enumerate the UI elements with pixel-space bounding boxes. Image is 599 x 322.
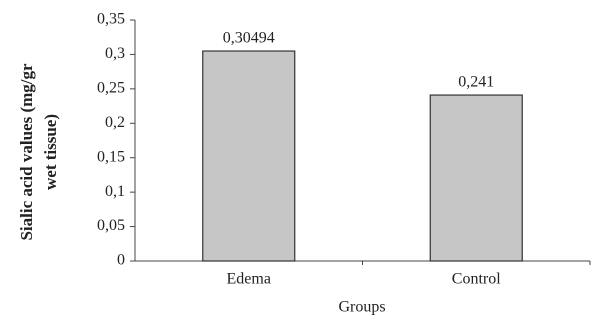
y-tick-label: 0,1 [105, 183, 125, 200]
data-label: 0,241 [458, 74, 494, 91]
data-label: 0,30494 [223, 30, 275, 47]
y-axis-title: wet tissue) [41, 114, 60, 190]
x-tick-label: Control [452, 271, 501, 288]
bar [202, 50, 296, 262]
y-tick-label: 0,2 [105, 114, 125, 131]
y-tick-label: 0,15 [97, 148, 125, 165]
y-tick-label: 0,05 [97, 217, 125, 234]
y-tick-label: 0,35 [97, 11, 125, 28]
x-tick-label: Edema [227, 271, 271, 288]
x-axis-title: Groups [338, 299, 385, 316]
y-tick-label: 0 [117, 252, 125, 269]
y-axis-title: Sialic acid values (mg/gr [17, 63, 36, 241]
bar [429, 94, 523, 262]
y-tick-label: 0,3 [105, 45, 125, 62]
y-tick-label: 0,25 [97, 80, 125, 97]
